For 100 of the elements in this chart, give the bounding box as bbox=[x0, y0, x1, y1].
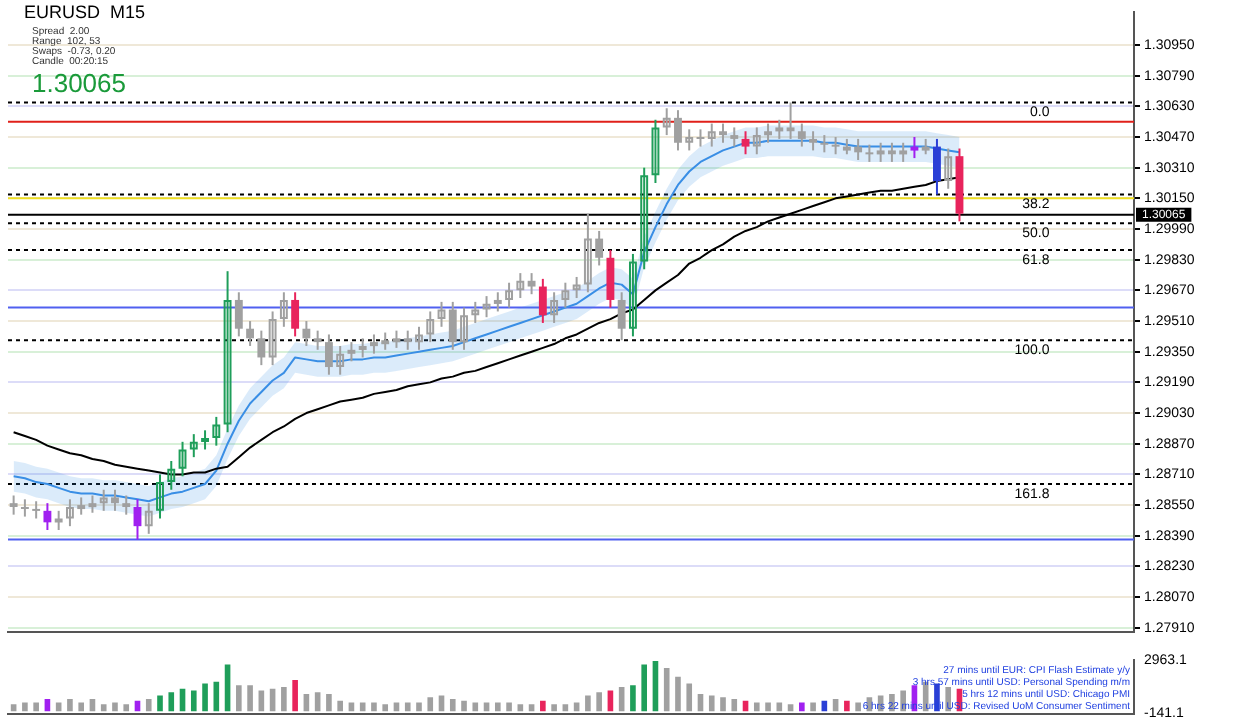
bar bbox=[123, 704, 130, 712]
bar bbox=[810, 702, 816, 712]
bar bbox=[517, 704, 524, 712]
candlestick bbox=[640, 166, 649, 271]
candlestick bbox=[572, 275, 581, 300]
candlestick bbox=[550, 291, 559, 324]
candlestick bbox=[910, 136, 919, 160]
bar bbox=[292, 680, 298, 712]
candlestick bbox=[764, 122, 772, 144]
candlestick bbox=[493, 291, 502, 313]
candlestick bbox=[944, 147, 953, 190]
annotation: 1.30065 bbox=[32, 68, 126, 99]
bar bbox=[855, 702, 861, 712]
bar bbox=[562, 704, 569, 712]
candlestick bbox=[167, 459, 176, 491]
bar bbox=[720, 697, 726, 712]
bar bbox=[416, 702, 422, 712]
candlestick bbox=[527, 272, 536, 296]
candlestick bbox=[313, 329, 322, 351]
bar bbox=[765, 702, 771, 712]
bar bbox=[844, 700, 850, 712]
candlestick bbox=[516, 272, 525, 300]
bar bbox=[461, 700, 467, 712]
bar bbox=[258, 690, 265, 712]
bar bbox=[281, 686, 287, 712]
candlestick bbox=[189, 433, 198, 459]
candlestick bbox=[797, 122, 806, 148]
bar bbox=[472, 702, 479, 712]
candlestick bbox=[268, 310, 277, 367]
candlestick bbox=[302, 320, 311, 347]
bar bbox=[753, 702, 760, 712]
candlestick bbox=[9, 494, 18, 516]
bar bbox=[382, 704, 389, 712]
bar bbox=[495, 702, 501, 712]
candlestick bbox=[561, 281, 570, 309]
bar bbox=[528, 704, 535, 712]
bar bbox=[686, 683, 693, 712]
bar bbox=[112, 702, 118, 712]
bar bbox=[33, 702, 39, 712]
candlestick bbox=[606, 249, 615, 309]
bar bbox=[326, 693, 332, 712]
candlestick bbox=[122, 494, 131, 516]
bar bbox=[236, 685, 242, 712]
bar bbox=[675, 676, 681, 712]
bar bbox=[776, 702, 783, 712]
bar bbox=[157, 695, 163, 712]
candlestick bbox=[156, 473, 164, 520]
bar bbox=[787, 704, 794, 712]
candlestick bbox=[54, 509, 63, 531]
candlestick bbox=[291, 291, 300, 338]
bar bbox=[337, 700, 343, 712]
candlestick bbox=[144, 502, 153, 535]
bar bbox=[596, 692, 602, 712]
candlestick bbox=[20, 498, 29, 518]
bar bbox=[506, 702, 512, 712]
bar bbox=[100, 704, 107, 712]
candlestick bbox=[741, 130, 750, 156]
bar bbox=[708, 695, 715, 712]
bar bbox=[551, 704, 557, 712]
chart-title: EURUSD M15 bbox=[24, 1, 146, 22]
candlestick bbox=[426, 310, 435, 344]
bar bbox=[145, 699, 152, 712]
bar bbox=[540, 700, 546, 712]
candlestick bbox=[212, 415, 221, 447]
bar bbox=[799, 702, 805, 712]
bar bbox=[731, 699, 738, 712]
candlestick bbox=[752, 126, 761, 156]
candlestick bbox=[775, 118, 784, 140]
candlestick bbox=[257, 329, 266, 367]
candlestick bbox=[223, 270, 232, 434]
bar bbox=[213, 681, 220, 712]
bar bbox=[190, 690, 197, 712]
candlestick bbox=[178, 440, 187, 478]
candlestick bbox=[628, 252, 637, 338]
candlestick bbox=[933, 137, 941, 196]
bar bbox=[404, 702, 411, 712]
candlestick bbox=[651, 118, 660, 185]
bar bbox=[10, 704, 17, 712]
candlestick bbox=[471, 300, 480, 324]
candlestick bbox=[482, 295, 491, 319]
bar bbox=[371, 702, 377, 712]
bar bbox=[585, 695, 591, 712]
candlestick bbox=[201, 429, 209, 451]
candlestick bbox=[786, 101, 795, 140]
bar bbox=[22, 702, 28, 712]
bar bbox=[67, 699, 73, 712]
bar bbox=[168, 692, 175, 712]
candlestick bbox=[279, 291, 288, 328]
candlestick bbox=[347, 341, 356, 363]
bar bbox=[78, 702, 85, 712]
candlestick bbox=[358, 337, 367, 359]
candlestick bbox=[437, 300, 446, 328]
candlestick bbox=[809, 130, 818, 152]
bar bbox=[427, 697, 434, 712]
candlestick bbox=[617, 291, 626, 342]
candlestick bbox=[538, 277, 547, 324]
bar bbox=[359, 702, 366, 712]
candlestick bbox=[505, 281, 514, 309]
bar bbox=[607, 690, 614, 712]
bar bbox=[202, 683, 208, 712]
